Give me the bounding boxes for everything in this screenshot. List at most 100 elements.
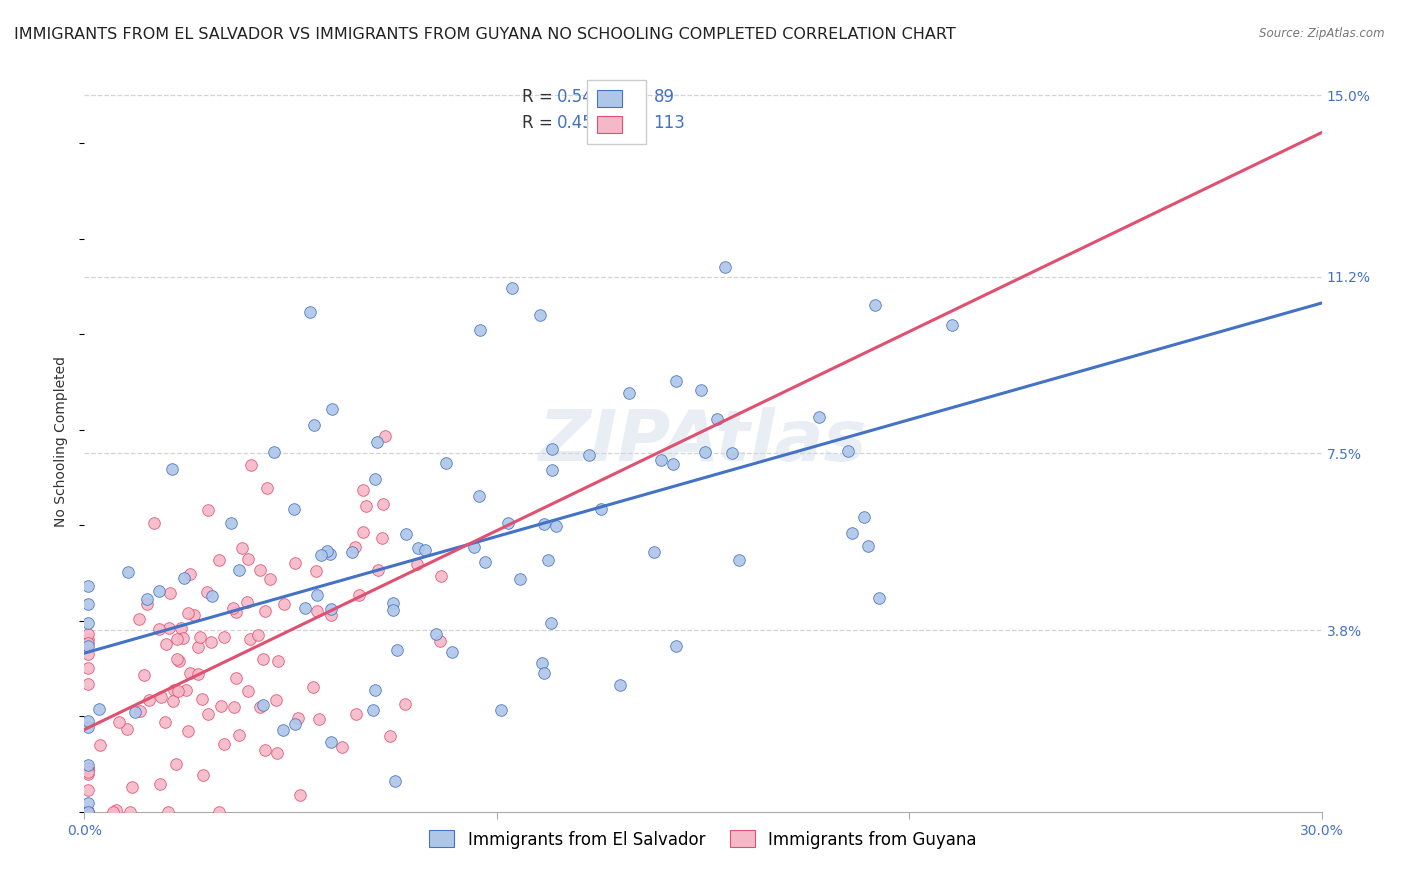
Point: [77, 597, 100, 611]
Point: [166, 632, 188, 646]
Point: [425, 627, 447, 641]
Point: [264, 692, 287, 706]
Point: [474, 556, 496, 570]
Point: [209, 699, 232, 714]
Point: [868, 591, 890, 605]
Point: [89, 702, 111, 716]
Point: [231, 541, 253, 555]
Point: [728, 553, 751, 567]
Point: [531, 657, 554, 671]
Point: [541, 442, 564, 456]
Point: [219, 516, 242, 530]
Point: [179, 566, 201, 581]
Point: [235, 595, 257, 609]
Point: [207, 552, 229, 566]
Point: [366, 435, 388, 450]
Point: [239, 632, 262, 647]
Text: N =: N =: [605, 88, 651, 106]
Point: [617, 386, 640, 401]
Legend: Immigrants from El Salvador, Immigrants from Guyana: Immigrants from El Salvador, Immigrants …: [422, 823, 984, 855]
Point: [308, 712, 330, 726]
Point: [165, 756, 187, 771]
Point: [374, 429, 396, 443]
Point: [352, 483, 374, 498]
Point: [77, 639, 100, 653]
Point: [228, 563, 250, 577]
Text: Source: ZipAtlas.com: Source: ZipAtlas.com: [1260, 27, 1385, 40]
Point: [354, 500, 377, 514]
Point: [540, 615, 562, 630]
Point: [105, 803, 128, 817]
Point: [201, 589, 224, 603]
Point: [529, 308, 551, 322]
Point: [77, 805, 100, 819]
Point: [321, 602, 343, 616]
Point: [128, 612, 150, 626]
Point: [509, 572, 531, 586]
Point: [120, 805, 142, 819]
Point: [77, 579, 100, 593]
Point: [117, 565, 139, 579]
Point: [852, 509, 875, 524]
Point: [224, 700, 246, 714]
Point: [609, 678, 631, 692]
Point: [352, 524, 374, 539]
Text: 0.451: 0.451: [557, 114, 605, 132]
Point: [77, 805, 100, 819]
Point: [498, 516, 520, 531]
Point: [77, 805, 100, 819]
Point: [385, 642, 408, 657]
Point: [173, 570, 195, 584]
Point: [695, 445, 717, 459]
Text: 89: 89: [654, 88, 675, 106]
Point: [578, 448, 600, 462]
Point: [309, 548, 332, 562]
Point: [283, 716, 305, 731]
Point: [212, 737, 235, 751]
Point: [347, 588, 370, 602]
Point: [371, 531, 394, 545]
Point: [690, 383, 713, 397]
Point: [283, 501, 305, 516]
Point: [863, 298, 886, 312]
Point: [665, 639, 688, 653]
Point: [77, 647, 100, 661]
Point: [89, 738, 111, 752]
Point: [273, 597, 295, 611]
Point: [143, 516, 166, 530]
Point: [373, 497, 395, 511]
Point: [491, 703, 513, 717]
Point: [344, 540, 367, 554]
Point: [256, 481, 278, 495]
Point: [413, 542, 436, 557]
Point: [259, 572, 281, 586]
Point: [384, 773, 406, 788]
Point: [187, 667, 209, 681]
Point: [941, 318, 963, 333]
Point: [197, 706, 219, 721]
Point: [138, 693, 160, 707]
Point: [193, 768, 215, 782]
Point: [77, 764, 100, 779]
Point: [367, 563, 389, 577]
Point: [395, 527, 418, 541]
Point: [148, 622, 170, 636]
Point: [643, 544, 665, 558]
Point: [249, 564, 271, 578]
Point: [434, 456, 457, 470]
Point: [128, 704, 150, 718]
Point: [177, 724, 200, 739]
Point: [115, 723, 138, 737]
Point: [305, 565, 328, 579]
Point: [837, 443, 859, 458]
Text: 113: 113: [654, 114, 685, 132]
Point: [468, 323, 491, 337]
Point: [136, 592, 159, 607]
Point: [191, 692, 214, 706]
Point: [266, 746, 288, 760]
Point: [200, 635, 222, 649]
Point: [149, 777, 172, 791]
Point: [77, 783, 100, 797]
Point: [713, 260, 735, 274]
Point: [214, 630, 236, 644]
